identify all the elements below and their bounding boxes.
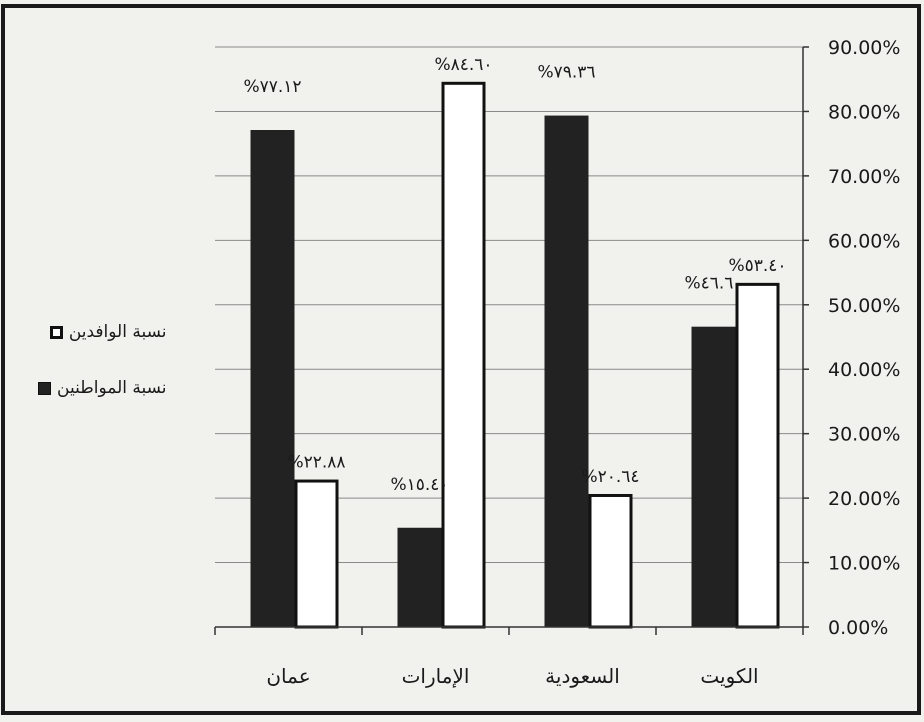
data-label-expatriates: %٥٣.٤٠ bbox=[728, 256, 786, 276]
x-tick-label-kuwait: الكويت bbox=[700, 664, 758, 688]
x-tick-label-saudi: السعودية bbox=[545, 664, 620, 688]
legend-swatch-citizens bbox=[38, 381, 51, 395]
y-tick-label: 50.00% bbox=[828, 295, 900, 317]
data-label-expatriates: %٢٢.٨٨ bbox=[287, 453, 345, 473]
legend-item-citizens: نسبة المواطنين bbox=[38, 374, 167, 402]
data-label-citizens: %٧٩.٣٦ bbox=[537, 63, 595, 83]
y-tick-label: 10.00% bbox=[828, 553, 900, 575]
bar-citizens-kuwait bbox=[691, 326, 736, 627]
bar-citizens-oman bbox=[250, 130, 295, 627]
data-labels: %٧٧.١٢ %٢٢.٨٨ %١٥.٤٠ %٨٤.٦٠ %٧٩.٣٦ %٢٠.٦٤ %٤٦.… bbox=[243, 55, 786, 495]
legend-label-citizens: نسبة المواطنين bbox=[57, 378, 167, 398]
bar-citizens-uae bbox=[397, 527, 442, 627]
bar-expatriates-kuwait bbox=[735, 282, 780, 629]
bar-expatriates-saudi bbox=[588, 493, 633, 629]
x-tick-label-oman: عمان bbox=[266, 664, 310, 688]
y-tick-label: 80.00% bbox=[828, 101, 900, 123]
y-tick-label: 20.00% bbox=[828, 488, 900, 510]
legend-item-expatriates: نسبة الوافدين bbox=[38, 318, 167, 346]
y-tick-label: 90.00% bbox=[828, 37, 900, 59]
bars bbox=[250, 81, 780, 629]
data-label-citizens: %١٥.٤٠ bbox=[390, 475, 448, 495]
data-label-citizens: %٤٦.٦٠ bbox=[684, 274, 742, 294]
legend: نسبة الوافدين نسبة المواطنين bbox=[38, 318, 167, 430]
bar-expatriates-oman bbox=[294, 479, 339, 629]
legend-label-expatriates: نسبة الوافدين bbox=[68, 322, 167, 342]
chart-border bbox=[1, 4, 921, 715]
legend-swatch-expatriates bbox=[49, 325, 63, 339]
y-tick-label: 40.00% bbox=[828, 359, 900, 381]
y-tick-label: 70.00% bbox=[828, 166, 900, 188]
y-tick-label: 60.00% bbox=[828, 230, 900, 252]
axes: 0.00% 10.00% 20.00% 30.00% 40.00% 50.00% 60.00… bbox=[214, 37, 900, 688]
data-label-expatriates: %٢٠.٦٤ bbox=[581, 467, 639, 487]
x-tick-label-uae: الإمارات bbox=[402, 664, 470, 688]
data-label-expatriates: %٨٤.٦٠ bbox=[434, 55, 492, 75]
bar-expatriates-uae bbox=[441, 81, 486, 629]
bar-citizens-saudi bbox=[544, 115, 589, 628]
y-tick-label: 30.00% bbox=[828, 424, 900, 446]
data-label-citizens: %٧٧.١٢ bbox=[243, 77, 301, 97]
y-tick-label: 0.00% bbox=[828, 617, 888, 639]
